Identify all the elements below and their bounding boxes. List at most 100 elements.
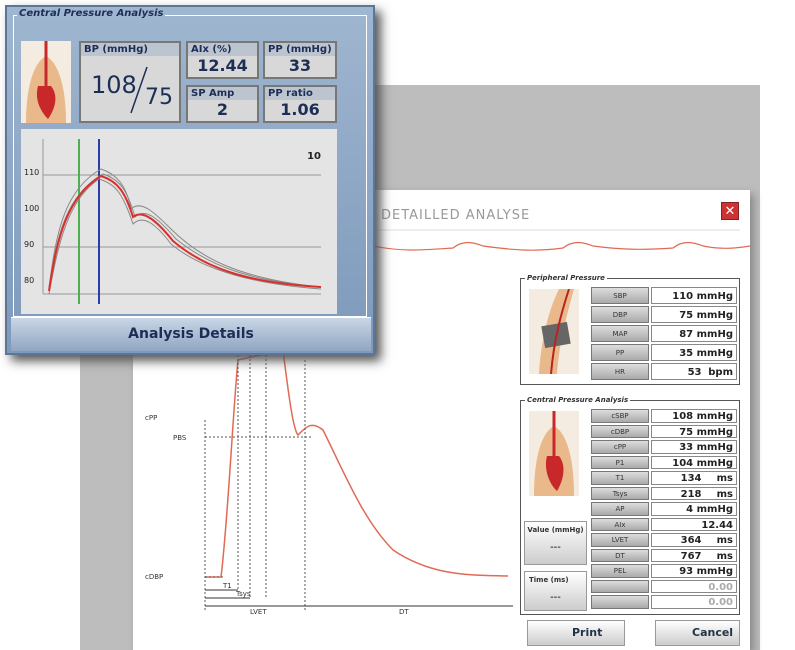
y-tick-label: 110 bbox=[24, 168, 39, 177]
unit: mmHg bbox=[697, 410, 733, 424]
row-label: AIx bbox=[591, 518, 649, 532]
analysis-details-button[interactable]: Analysis Details bbox=[11, 317, 371, 351]
y-tick-label: 80 bbox=[24, 276, 34, 285]
sp-amp-label: SP Amp bbox=[188, 87, 257, 100]
central-box: Central Pressure Analysis Value (mmHg) -… bbox=[520, 400, 740, 615]
value-box-value: --- bbox=[525, 542, 586, 553]
row-value: 12.44 bbox=[651, 518, 737, 532]
unit: bpm bbox=[705, 364, 733, 381]
label-t1: T1 bbox=[222, 582, 232, 590]
value: 53 bbox=[688, 367, 702, 378]
label-cdbp: cDBP bbox=[145, 573, 163, 581]
row-value: 767 ms bbox=[651, 549, 737, 563]
row-value: 93 mmHg bbox=[651, 564, 737, 578]
aix-label: AIx (%) bbox=[188, 43, 257, 56]
section-title: Peripheral Pressure bbox=[525, 274, 607, 282]
value: 104 bbox=[672, 458, 693, 469]
row-value: 134 ms bbox=[651, 471, 737, 485]
y-tick-label: 100 bbox=[24, 204, 39, 213]
count: 10 bbox=[307, 151, 321, 162]
row-label bbox=[591, 580, 649, 594]
row-label: SBP bbox=[591, 287, 649, 304]
bp-label: BP (mmHg) bbox=[81, 43, 179, 56]
row-label: DBP bbox=[591, 306, 649, 323]
value: 108 bbox=[672, 411, 693, 422]
page: DETAILLED ANALYSE ✕ cPP PBS cDBP T1 Tsys… bbox=[0, 0, 795, 650]
unit: mmHg bbox=[697, 326, 733, 343]
row-value: 108 mmHg bbox=[651, 409, 737, 423]
unit: mmHg bbox=[697, 565, 733, 579]
row-value: 0.00 bbox=[651, 595, 737, 609]
unit: mmHg bbox=[697, 288, 733, 305]
value: 87 bbox=[679, 329, 693, 340]
value: 12.44 bbox=[701, 520, 733, 531]
section-title: Central Pressure Analysis bbox=[525, 396, 630, 404]
print-button[interactable]: Print bbox=[527, 620, 625, 646]
row-label: Tsys bbox=[591, 487, 649, 501]
arm-icon bbox=[529, 289, 579, 374]
value: 134 bbox=[681, 473, 702, 484]
label-cpp: cPP bbox=[145, 414, 157, 422]
row-value: 104 mmHg bbox=[651, 456, 737, 470]
row-label: cSBP bbox=[591, 409, 649, 423]
row-label: cDBP bbox=[591, 425, 649, 439]
row-label: AP bbox=[591, 502, 649, 516]
time-box-value: --- bbox=[525, 592, 586, 603]
pp-label: PP (mmHg) bbox=[265, 43, 335, 56]
row-label: MAP bbox=[591, 325, 649, 342]
row-label: T1 bbox=[591, 471, 649, 485]
value: 75 bbox=[679, 427, 693, 438]
y-tick-label: 90 bbox=[24, 240, 34, 249]
row-value: 218 ms bbox=[651, 487, 737, 501]
row-label: PP bbox=[591, 344, 649, 361]
row-value: 4 mmHg bbox=[651, 502, 737, 516]
value: 33 bbox=[679, 442, 693, 453]
value: 110 bbox=[672, 291, 693, 302]
unit: mmHg bbox=[697, 307, 733, 324]
row-value: 33 mmHg bbox=[651, 440, 737, 454]
row-value: 0.00 bbox=[651, 580, 737, 594]
row-value: 364 ms bbox=[651, 533, 737, 547]
heart-icon bbox=[529, 411, 579, 496]
unit: mmHg bbox=[697, 503, 733, 517]
heart-icon bbox=[21, 41, 71, 123]
front-panel: Central Pressure Analysis BP (mmHg) 108 … bbox=[5, 5, 375, 355]
unit: mmHg bbox=[697, 457, 733, 471]
interval-arrows bbox=[205, 590, 513, 606]
row-value: 75 mmHg bbox=[651, 425, 737, 439]
label-tsys: Tsys bbox=[235, 590, 251, 598]
unit: ms bbox=[705, 550, 733, 564]
unit: ms bbox=[705, 488, 733, 502]
pp-ratio-label: PP ratio bbox=[265, 87, 335, 100]
unit: mmHg bbox=[697, 426, 733, 440]
value-box-label: Value (mmHg) bbox=[525, 526, 586, 534]
pp-value: 33 bbox=[265, 56, 335, 75]
value: 75 bbox=[679, 310, 693, 321]
aix-box: AIx (%)12.44 bbox=[186, 41, 259, 79]
mini-chart: 10 110 100 90 80 bbox=[21, 129, 337, 314]
value: 767 bbox=[681, 551, 702, 562]
row-value: 35 mmHg bbox=[651, 344, 737, 361]
cancel-button[interactable]: Cancel bbox=[655, 620, 740, 646]
pp-ratio-value: 1.06 bbox=[265, 100, 335, 119]
value: 364 bbox=[681, 535, 702, 546]
unit: mmHg bbox=[697, 345, 733, 362]
row-label: P1 bbox=[591, 456, 649, 470]
row-label: PEL bbox=[591, 564, 649, 578]
row-value: 53 bpm bbox=[651, 363, 737, 380]
value: 93 bbox=[679, 566, 693, 577]
unit: ms bbox=[705, 472, 733, 486]
aix-value: 12.44 bbox=[188, 56, 257, 75]
row-value: 87 mmHg bbox=[651, 325, 737, 342]
label-dt: DT bbox=[399, 608, 409, 616]
unit: ms bbox=[705, 534, 733, 548]
time-box: Time (ms) --- bbox=[524, 571, 587, 611]
label-pbs: PBS bbox=[173, 434, 187, 442]
unit: mmHg bbox=[697, 441, 733, 455]
value: 35 bbox=[679, 348, 693, 359]
pp-box: PP (mmHg)33 bbox=[263, 41, 337, 79]
panel-title: Central Pressure Analysis bbox=[17, 8, 165, 19]
row-label: DT bbox=[591, 549, 649, 563]
bp-box: BP (mmHg) 108 75 bbox=[79, 41, 181, 123]
